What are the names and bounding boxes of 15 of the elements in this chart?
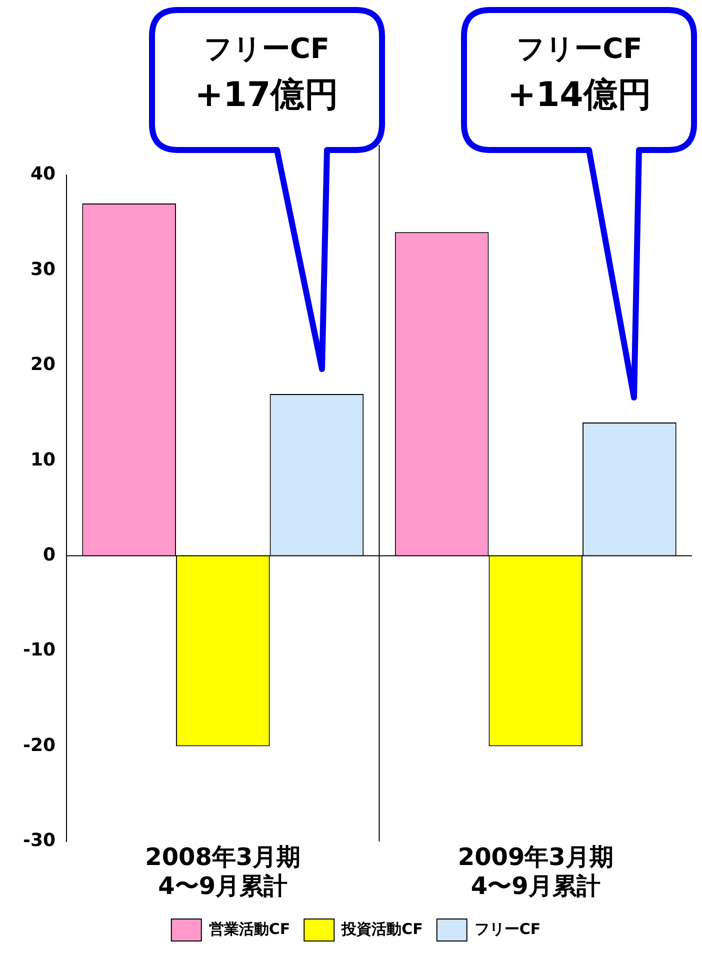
- y-tick-label: 20: [30, 354, 56, 376]
- y-tick-label: 0: [42, 544, 56, 566]
- legend-label: 投資活動CF: [340, 920, 423, 938]
- text: フリーCF +17億円: [194, 31, 340, 117]
- legend-label: フリーCF: [474, 920, 541, 938]
- y-tick-label: -10: [22, 640, 56, 661]
- x-tick-label: 2008年3月期 4〜9月累計: [145, 843, 301, 900]
- y-tick-label: -30: [22, 830, 56, 852]
- y-tick-label: -20: [22, 734, 56, 756]
- y-tick-label: 40: [30, 164, 56, 185]
- text: フリーCF +14億円: [506, 31, 652, 117]
- y-tick-label: 30: [30, 258, 56, 280]
- y-tick-label: 10: [30, 449, 56, 470]
- legend-label: 営業活動CF: [208, 920, 290, 938]
- x-tick-label: 2009年3月期 4〜9月累計: [458, 843, 614, 900]
